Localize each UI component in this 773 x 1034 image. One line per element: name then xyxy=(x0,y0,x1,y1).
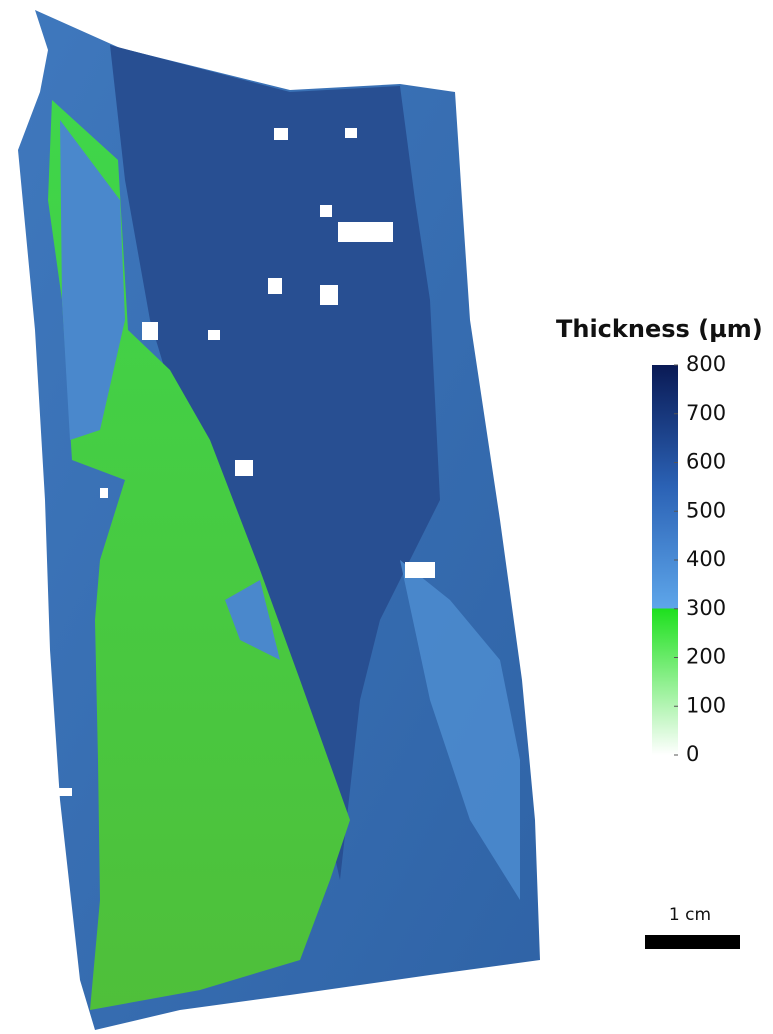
tick-label: 700 xyxy=(686,401,726,425)
tick-label: 800 xyxy=(686,352,726,376)
tick-label: 400 xyxy=(686,547,726,571)
colorbar-title: Thickness (µm) xyxy=(556,315,763,343)
thickness-map xyxy=(18,10,540,1030)
scale-bar: 1 cm xyxy=(645,905,740,949)
scale-bar-label: 1 cm xyxy=(669,905,711,925)
tick-label: 200 xyxy=(686,645,726,669)
figure: Thickness (µm) 0 100 200 300 400 500 600 700 800… xyxy=(0,0,773,1034)
tick-label: 300 xyxy=(686,596,726,620)
tick-label: 500 xyxy=(686,498,726,522)
tick-label: 100 xyxy=(686,693,726,717)
colorbar: Thickness (µm) 0 100 200 300 400 500 600 700 800 xyxy=(556,315,763,766)
tick-label: 0 xyxy=(686,742,699,766)
tick-label: 600 xyxy=(686,450,726,474)
scale-bar-line xyxy=(645,935,740,949)
